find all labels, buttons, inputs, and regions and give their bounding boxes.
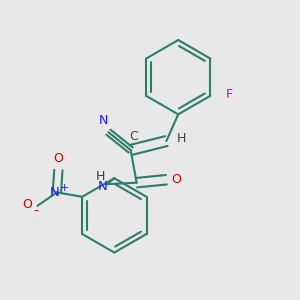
Text: -: - [34, 205, 38, 219]
Text: N: N [99, 114, 109, 127]
Text: N: N [50, 186, 60, 199]
Text: N: N [98, 180, 108, 193]
Text: O: O [22, 198, 32, 211]
Text: O: O [171, 172, 181, 186]
Text: +: + [60, 183, 69, 193]
Text: H: H [96, 170, 105, 183]
Text: H: H [177, 132, 186, 145]
Text: F: F [225, 88, 233, 101]
Text: C: C [129, 130, 138, 143]
Text: O: O [53, 152, 63, 165]
